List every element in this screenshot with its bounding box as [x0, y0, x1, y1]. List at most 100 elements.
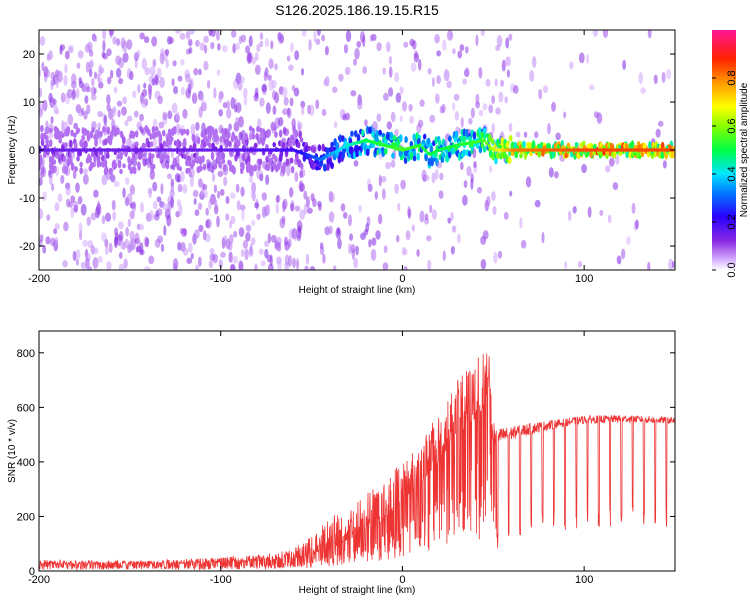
spectrogram-speckle — [491, 191, 496, 202]
spectrogram-speckle — [394, 72, 400, 83]
spectrogram-speckle — [68, 44, 74, 52]
spectrogram-speckle — [122, 52, 129, 63]
spectrogram-speckle — [182, 247, 189, 256]
spectrogram-speckle — [296, 233, 302, 242]
spectrogram-peak-cell — [500, 148, 504, 152]
spectrogram-peak-cell — [75, 148, 79, 152]
spectrogram-band-cell — [113, 162, 118, 169]
spectrogram-speckle — [478, 66, 483, 79]
spectrogram-speckle — [60, 92, 66, 103]
spectrogram-band-cell — [254, 142, 258, 149]
spectrogram-speckle — [108, 242, 113, 254]
spectrogram-speckle — [468, 117, 473, 125]
spectrogram-speckle — [626, 236, 631, 245]
spectrogram-band-cell — [98, 161, 103, 167]
spectrogram-speckle — [260, 260, 266, 267]
spectrogram-speckle — [407, 208, 412, 219]
spectrogram-speckle — [241, 76, 246, 84]
spectrogram-band-cell — [78, 150, 83, 157]
spectrogram-speckle — [449, 31, 454, 40]
spectrogram-speckle — [116, 100, 123, 107]
spectrogram-peak-cell — [289, 148, 293, 152]
spectrogram-band-cell — [478, 145, 483, 154]
y-tick-label: 0 — [29, 566, 35, 578]
spectrogram-peak-cell — [202, 148, 207, 152]
spectrogram-peak-cell — [166, 148, 171, 152]
spectrogram-speckle — [157, 95, 163, 105]
spectrogram-speckle — [241, 209, 245, 221]
spectrogram-speckle — [270, 234, 277, 243]
spectrogram-band-cell — [244, 133, 249, 141]
spectrogram-speckle — [166, 173, 172, 180]
spectrogram-speckle — [234, 42, 240, 51]
spectrogram-speckle — [353, 160, 359, 167]
spectrogram-speckle — [159, 76, 165, 89]
spectrogram-peak-cell — [665, 148, 670, 152]
spectrogram-peak-cell — [551, 148, 555, 152]
spectrogram-band-cell — [338, 134, 343, 143]
spectrogram-speckle — [206, 79, 211, 89]
spectrogram-speckle — [293, 87, 300, 97]
spectrogram-band-cell — [350, 130, 354, 137]
spectrogram-speckle — [251, 56, 257, 65]
spectrogram-peak-cell — [88, 148, 92, 152]
spectrogram-peak-cell — [230, 148, 235, 152]
colorbar-label: Normalized spectral amplitude — [739, 82, 750, 217]
spectrogram-speckle — [495, 107, 501, 115]
spectrogram-speckle — [245, 45, 251, 54]
spectrogram-speckle — [256, 43, 261, 53]
spectrogram-speckle — [452, 48, 456, 55]
spectrogram-speckle — [54, 223, 61, 230]
spectrogram-band-cell — [117, 159, 122, 169]
spectrogram-speckle — [288, 64, 294, 71]
spectrogram-speckle — [426, 235, 432, 242]
spectrogram-speckle — [519, 217, 523, 229]
spectrogram-peak-cell — [624, 148, 629, 152]
spectrogram-speckle — [498, 91, 504, 103]
spectrogram-speckle — [350, 243, 356, 254]
spectrogram-speckle — [486, 195, 491, 207]
spectrogram-band-cell — [290, 165, 295, 174]
spectrogram-speckle — [101, 232, 107, 242]
spectrogram-speckle — [417, 119, 424, 128]
spectrogram-band-cell — [505, 141, 510, 149]
spectrogram-speckle — [185, 30, 191, 40]
spectrogram-peak-cell — [116, 148, 120, 152]
spectrogram-peak-cell — [612, 148, 616, 152]
spectrogram-speckle — [228, 234, 234, 245]
spectrogram-band-cell — [236, 150, 240, 157]
spectrogram-speckle — [429, 204, 433, 214]
spectrogram-band-cell — [618, 151, 623, 157]
x-tick-label: 100 — [575, 574, 593, 586]
spectrogram-peak-cell — [614, 148, 619, 152]
spectrogram-speckle — [179, 32, 186, 40]
spectrogram-speckle — [203, 101, 208, 112]
spectrogram-speckle — [42, 244, 47, 254]
spectrogram-speckle — [126, 39, 133, 50]
spectrogram-speckle — [248, 176, 253, 184]
spectrogram-band-cell — [430, 159, 434, 167]
spectrogram-peak-cell — [144, 148, 148, 152]
spectrogram-band-cell — [472, 131, 477, 140]
spectrogram-speckle — [233, 230, 238, 238]
spectrogram-speckle — [40, 157, 45, 167]
spectrogram-speckle — [191, 92, 198, 104]
spectrogram-speckle — [322, 253, 326, 264]
spectrogram-speckle — [436, 161, 443, 169]
spectrogram-speckle — [374, 191, 378, 200]
spectrogram-band-cell — [378, 129, 382, 136]
spectrogram-speckle — [450, 245, 455, 255]
spectrogram-peak-cell — [507, 148, 512, 152]
spectrogram-speckle — [388, 66, 393, 78]
spectrogram-speckle — [388, 55, 393, 65]
spectrogram-speckle — [230, 216, 236, 225]
spectrogram-speckle — [160, 183, 164, 195]
spectrogram-speckle — [161, 157, 167, 169]
spectrogram-band-cell — [149, 133, 153, 140]
spectrogram-speckle — [99, 67, 105, 74]
spectrogram-speckle — [165, 59, 169, 69]
spectrogram-band-cell — [159, 143, 164, 150]
spectrogram-speckle — [541, 232, 545, 244]
spectrogram-speckle — [213, 87, 217, 99]
spectrogram-band-cell — [630, 140, 635, 149]
